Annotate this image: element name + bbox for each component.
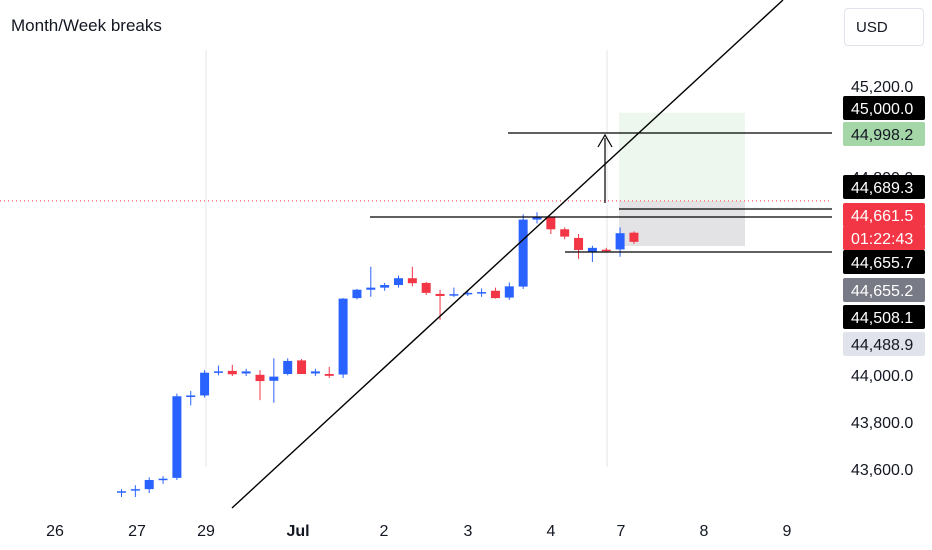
x-tick-label: 29 (197, 523, 215, 540)
candle-body-28 (504, 286, 514, 298)
candle-body-25 (463, 292, 473, 295)
candle-body-15 (324, 374, 334, 376)
candle-body-8 (227, 370, 237, 375)
price-label-bg (843, 278, 925, 302)
arrow-head (597, 133, 613, 148)
candle-body-37 (629, 232, 639, 242)
price-label-bg (843, 203, 925, 227)
candle-body-4 (172, 396, 182, 478)
candle-body-5 (186, 395, 196, 398)
candle-body-33 (574, 237, 584, 250)
price-label-bg (843, 96, 925, 120)
price-label: 44,689.3 (851, 180, 913, 197)
candle-body-2 (144, 479, 154, 490)
candle-body-6 (200, 372, 210, 396)
candle-body-26 (477, 292, 487, 294)
candle-body-20 (394, 278, 403, 286)
candle-body-29 (518, 219, 528, 287)
candle-body-36 (615, 233, 625, 250)
candle-body-13 (297, 360, 307, 374)
candle-body-18 (366, 287, 376, 290)
price-label: 45,000.0 (851, 101, 913, 118)
candle-body-1 (130, 489, 140, 491)
y-tick-label: 43,600.0 (851, 462, 913, 479)
price-label: 01:22:43 (851, 231, 913, 248)
x-tick-label: Jul (286, 523, 309, 540)
x-tick-label: 3 (464, 523, 473, 540)
price-label-bg (843, 226, 925, 250)
price-label: 44,998.2 (851, 127, 913, 144)
candle-body-35 (601, 249, 611, 252)
price-label: 44,655.7 (851, 255, 913, 272)
candle-body-0 (117, 491, 126, 493)
candle-body-3 (158, 478, 168, 481)
candle-body-31 (546, 216, 556, 230)
price-label-bg (843, 250, 925, 274)
x-tick-label: 8 (700, 523, 709, 540)
candle-body-21 (407, 278, 417, 284)
x-tick-label: 4 (547, 523, 556, 540)
candle-body-24 (449, 294, 459, 296)
candle-body-9 (241, 371, 251, 374)
y-tick-label: 43,800.0 (851, 415, 913, 432)
x-tick-label: 27 (128, 523, 146, 540)
price-label: 44,661.5 (851, 208, 913, 225)
candle-body-7 (213, 371, 223, 373)
price-label-bg (843, 332, 925, 356)
price-label: 44,488.9 (851, 337, 913, 354)
price-label-bg (843, 175, 925, 199)
candle-body-23 (435, 293, 445, 297)
price-label-bg (843, 122, 925, 146)
candle-body-30 (532, 216, 542, 220)
trend-line (231, 0, 784, 509)
profit-zone (619, 112, 745, 201)
x-tick-label: 2 (380, 523, 389, 540)
candle-body-17 (352, 289, 362, 299)
candle-body-19 (380, 285, 390, 288)
candle-body-12 (283, 360, 293, 374)
candle-body-10 (255, 374, 265, 382)
x-tick-label: 7 (617, 523, 626, 540)
currency-selector[interactable]: USD (844, 8, 924, 46)
price-label: 44,508.1 (851, 310, 913, 327)
y-tick-label: 45,200.0 (851, 79, 913, 96)
candle-body-16 (338, 298, 348, 375)
chart-title: Month/Week breaks (11, 16, 162, 35)
price-label: 44,655.2 (851, 283, 913, 300)
price-label-bg (843, 305, 925, 329)
x-tick-label: 26 (46, 523, 64, 540)
x-tick-label: 9 (783, 523, 792, 540)
candle-body-14 (310, 371, 320, 374)
y-tick-label: 44,000.0 (851, 368, 913, 385)
candle-body-34 (587, 247, 597, 252)
candle-body-32 (560, 229, 570, 237)
candle-body-11 (269, 376, 279, 381)
candle-body-22 (421, 282, 431, 293)
candle-body-27 (490, 290, 500, 299)
